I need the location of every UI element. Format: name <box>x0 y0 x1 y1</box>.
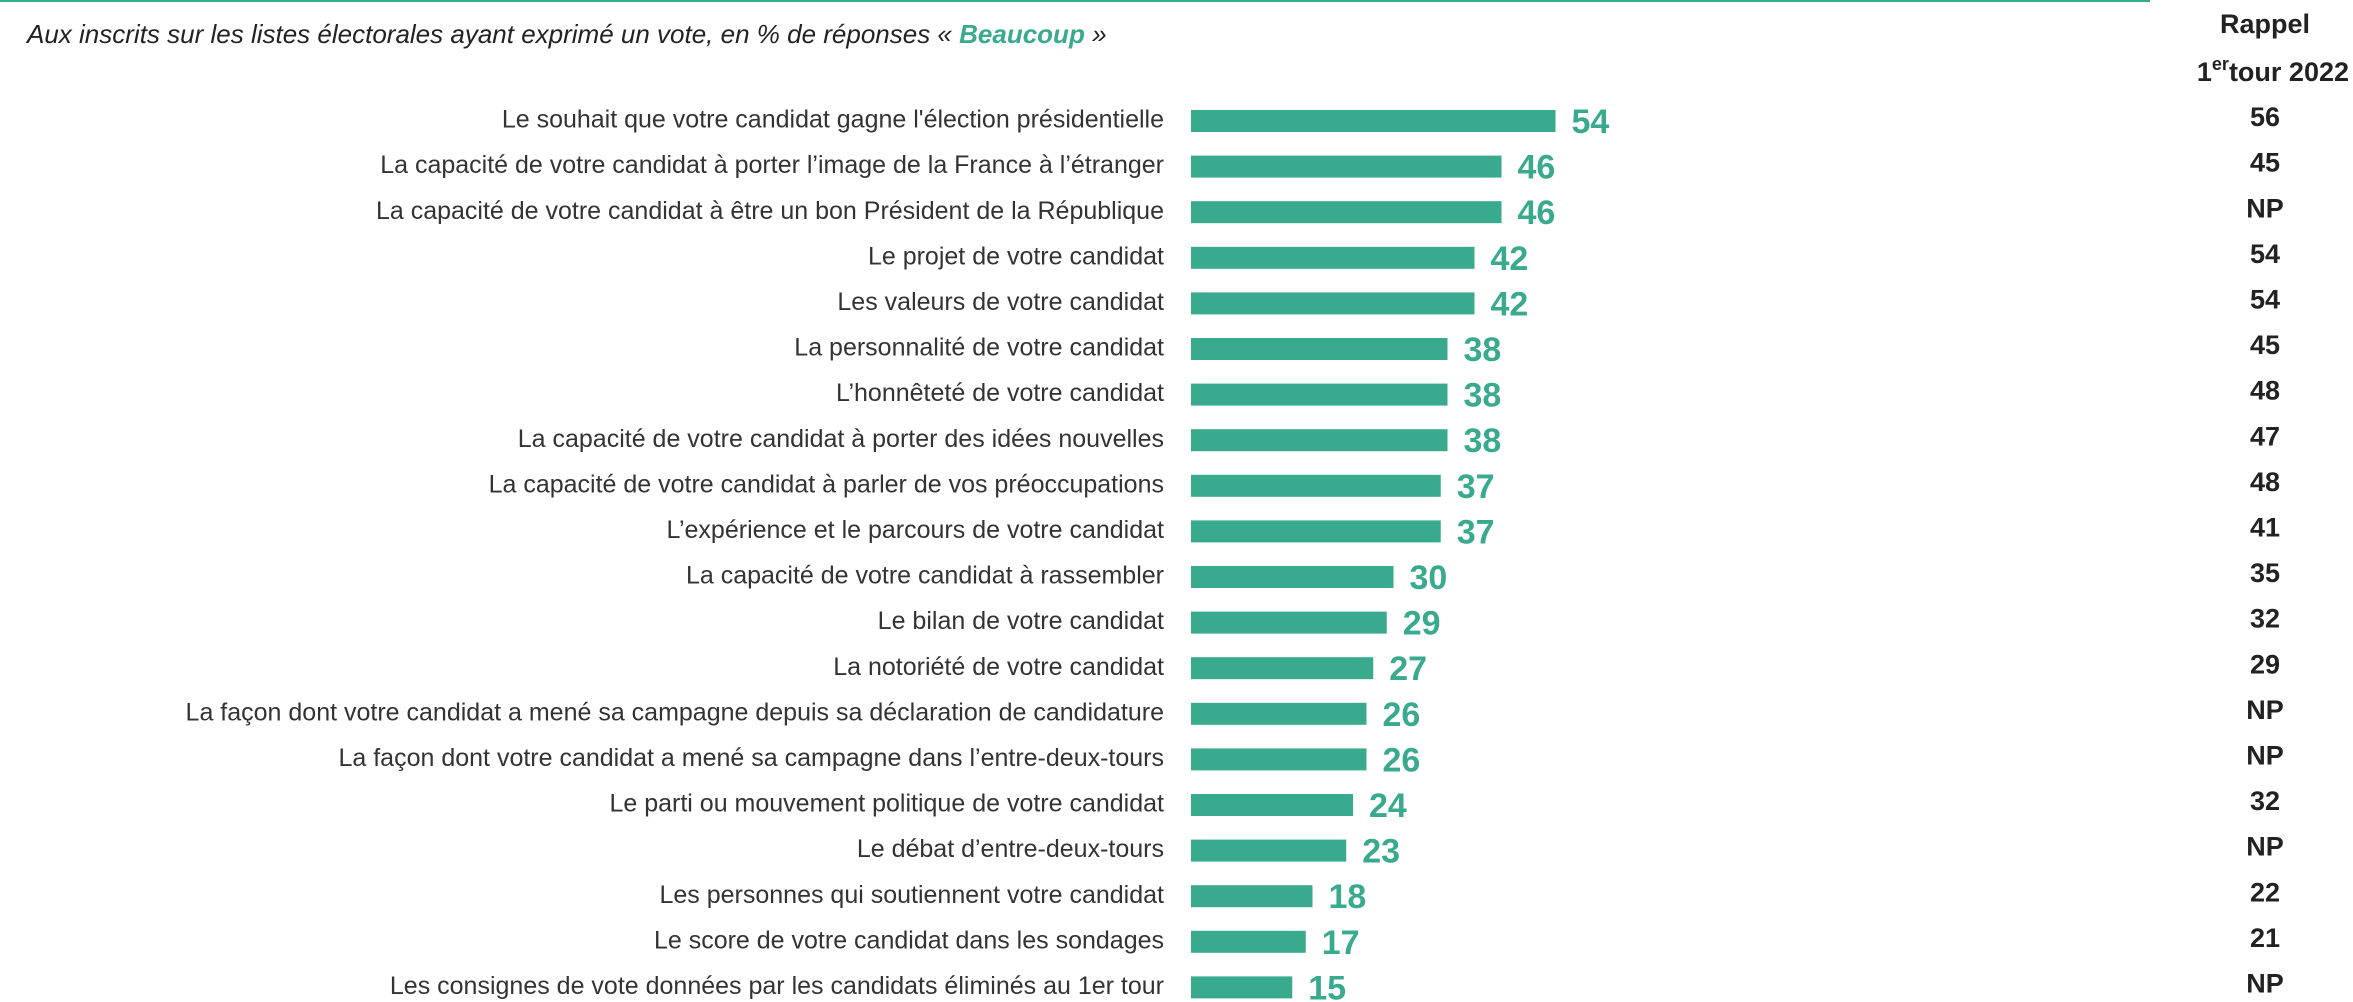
value-label: 17 <box>1322 924 1360 962</box>
recall-value: 54 <box>2250 285 2280 315</box>
bar <box>1191 566 1394 588</box>
category-label: La notoriété de votre candidat <box>833 653 1164 681</box>
value-label: 27 <box>1389 650 1427 688</box>
bar <box>1191 839 1347 862</box>
recall-value: NP <box>2246 741 2284 771</box>
recall-value: 21 <box>2250 923 2280 953</box>
recall-value: NP <box>2246 969 2284 999</box>
bar <box>1191 338 1448 360</box>
recall-value: 22 <box>2250 877 2280 907</box>
recall-title: Rappel <box>2220 9 2310 39</box>
subtitle-text: Aux inscrits sur les listes électorales … <box>25 19 952 49</box>
value-label: 24 <box>1369 787 1407 825</box>
value-label: 42 <box>1491 240 1529 278</box>
recall-value: NP <box>2246 695 2284 725</box>
recall-round-sup: er <box>2212 54 2229 74</box>
recall-value: 45 <box>2250 330 2280 360</box>
bar <box>1191 110 1556 132</box>
category-label: La façon dont votre candidat a mené sa c… <box>186 698 1164 726</box>
category-label: La personnalité de votre candidat <box>794 334 1164 362</box>
bar <box>1191 520 1441 543</box>
value-label: 42 <box>1491 285 1529 323</box>
recall-value: 35 <box>2250 558 2280 588</box>
bar <box>1191 383 1448 406</box>
category-label: L’honnêteté de votre candidat <box>836 379 1164 407</box>
value-label: 26 <box>1383 696 1421 734</box>
bar <box>1191 155 1502 178</box>
value-label: 46 <box>1518 194 1556 232</box>
value-label: 46 <box>1518 149 1556 187</box>
bar <box>1191 201 1502 224</box>
category-label: Le débat d’entre-deux-tours <box>857 835 1164 863</box>
recall-value: NP <box>2246 193 2284 223</box>
value-label: 37 <box>1457 468 1495 506</box>
value-label: 38 <box>1464 331 1502 369</box>
category-label: Le parti ou mouvement politique de votre… <box>609 790 1164 818</box>
category-label: Les consignes de vote données par les ca… <box>390 972 1164 1000</box>
value-label: 29 <box>1403 605 1441 643</box>
bar <box>1191 474 1441 497</box>
category-label: La capacité de votre candidat à porter d… <box>518 425 1164 453</box>
bar <box>1191 976 1293 999</box>
category-label: Les personnes qui soutiennent votre cand… <box>659 881 1164 909</box>
subtitle: Aux inscrits sur les listes électorales … <box>25 19 1107 49</box>
recall-round-rest: tour 2022 <box>2229 57 2349 87</box>
category-label: La capacité de votre candidat à porter l… <box>380 151 1164 179</box>
bar <box>1191 930 1306 953</box>
category-label: La façon dont votre candidat a mené sa c… <box>338 744 1164 772</box>
value-label: 37 <box>1457 513 1495 551</box>
bar <box>1191 748 1367 771</box>
recall-round: 1ertour 2022 <box>2197 54 2349 87</box>
category-label: Le projet de votre candidat <box>868 242 1164 270</box>
category-label: Les valeurs de votre candidat <box>837 288 1164 316</box>
category-label: L’expérience et le parcours de votre can… <box>666 516 1164 544</box>
recall-value: 47 <box>2250 421 2280 451</box>
category-label: Le souhait que votre candidat gagne l'él… <box>502 106 1164 134</box>
bar <box>1191 429 1448 452</box>
value-label: 18 <box>1329 878 1367 916</box>
recall-value: 45 <box>2250 148 2280 178</box>
value-label: 30 <box>1410 559 1448 597</box>
value-label: 15 <box>1308 969 1346 1002</box>
bar <box>1191 292 1475 315</box>
bar <box>1191 246 1475 269</box>
category-label: La capacité de votre candidat à rassembl… <box>686 562 1164 590</box>
bar <box>1191 794 1353 816</box>
bar <box>1191 657 1374 680</box>
category-label: La capacité de votre candidat à être un … <box>376 197 1164 225</box>
category-label: Le bilan de votre candidat <box>878 607 1164 635</box>
recall-value: 48 <box>2250 376 2280 406</box>
value-label: 54 <box>1572 103 1610 141</box>
subtitle-end: » <box>1092 19 1106 49</box>
category-label: La capacité de votre candidat à parler d… <box>489 470 1164 498</box>
subtitle-highlight: Beaucoup <box>959 19 1085 49</box>
recall-value: 48 <box>2250 467 2280 497</box>
value-label: 38 <box>1464 377 1502 415</box>
recall-value: 32 <box>2250 604 2280 634</box>
recall-value: NP <box>2246 832 2284 862</box>
value-label: 23 <box>1362 833 1400 871</box>
bar <box>1191 885 1313 908</box>
value-label: 26 <box>1383 741 1421 779</box>
recall-value: 56 <box>2250 102 2280 132</box>
bar <box>1191 702 1367 725</box>
recall-round-num: 1 <box>2197 57 2212 87</box>
category-label: Le score de votre candidat dans les sond… <box>654 926 1164 954</box>
recall-value: 54 <box>2250 239 2280 269</box>
recall-value: 32 <box>2250 786 2280 816</box>
recall-value: 29 <box>2250 649 2280 679</box>
bar <box>1191 611 1387 634</box>
recall-value: 41 <box>2250 513 2280 543</box>
value-label: 38 <box>1464 422 1502 460</box>
